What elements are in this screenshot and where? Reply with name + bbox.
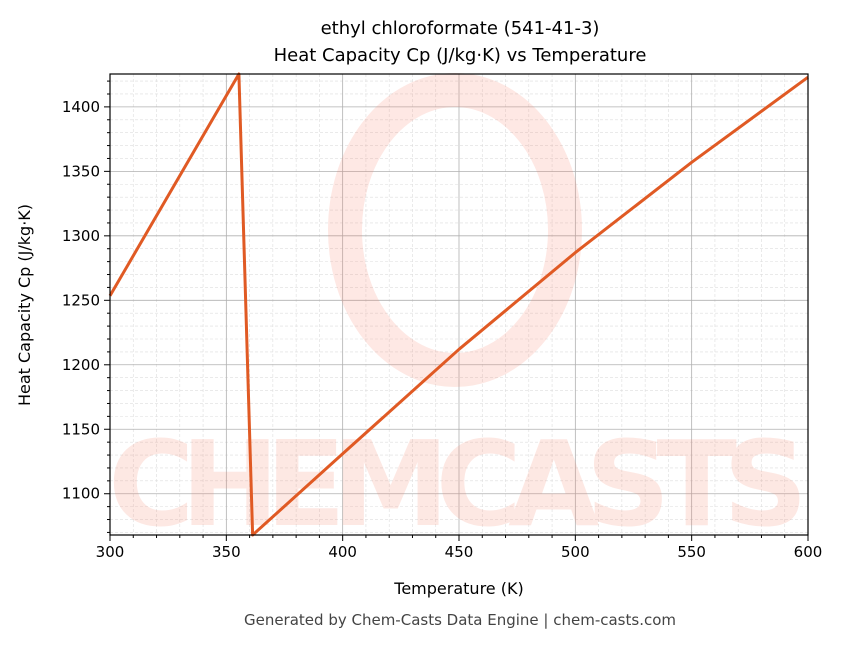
- x-tick-label: 550: [677, 543, 706, 561]
- watermark: CHEMCASTS: [108, 73, 808, 553]
- watermark-text: CHEMCASTS: [108, 415, 808, 553]
- watermark-logo: [328, 73, 582, 387]
- x-tick-label: 450: [445, 543, 474, 561]
- x-tick-label: 400: [328, 543, 357, 561]
- ticks: 300 350 400 450 500 550 600 1100 1150 1200 1250 130…: [62, 80, 823, 561]
- y-tick-label: 1150: [62, 420, 100, 438]
- y-tick-label: 1400: [62, 98, 100, 116]
- x-tick-label: 600: [794, 543, 823, 561]
- y-tick-label: 1300: [62, 227, 100, 245]
- x-tick-label: 500: [561, 543, 590, 561]
- series-line-cp: [108, 72, 809, 537]
- y-axis-label: Heat Capacity Cp (J/kg·K): [15, 204, 34, 406]
- x-tick-label: 300: [96, 543, 125, 561]
- series-layer: [108, 72, 809, 537]
- y-tick-label: 1250: [62, 291, 100, 309]
- y-tick-label: 1100: [62, 485, 100, 503]
- chart-title-line2: Heat Capacity Cp (J/kg·K) vs Temperature: [274, 45, 647, 66]
- footer-text: Generated by Chem-Casts Data Engine | ch…: [244, 611, 676, 629]
- y-tick-label: 1200: [62, 356, 100, 374]
- grid: [109, 74, 809, 535]
- chart-title-line1: ethyl chloroformate (541-41-3): [321, 18, 600, 39]
- x-tick-label: 350: [212, 543, 241, 561]
- x-axis-label: Temperature (K): [393, 579, 523, 598]
- y-tick-label: 1350: [62, 162, 100, 180]
